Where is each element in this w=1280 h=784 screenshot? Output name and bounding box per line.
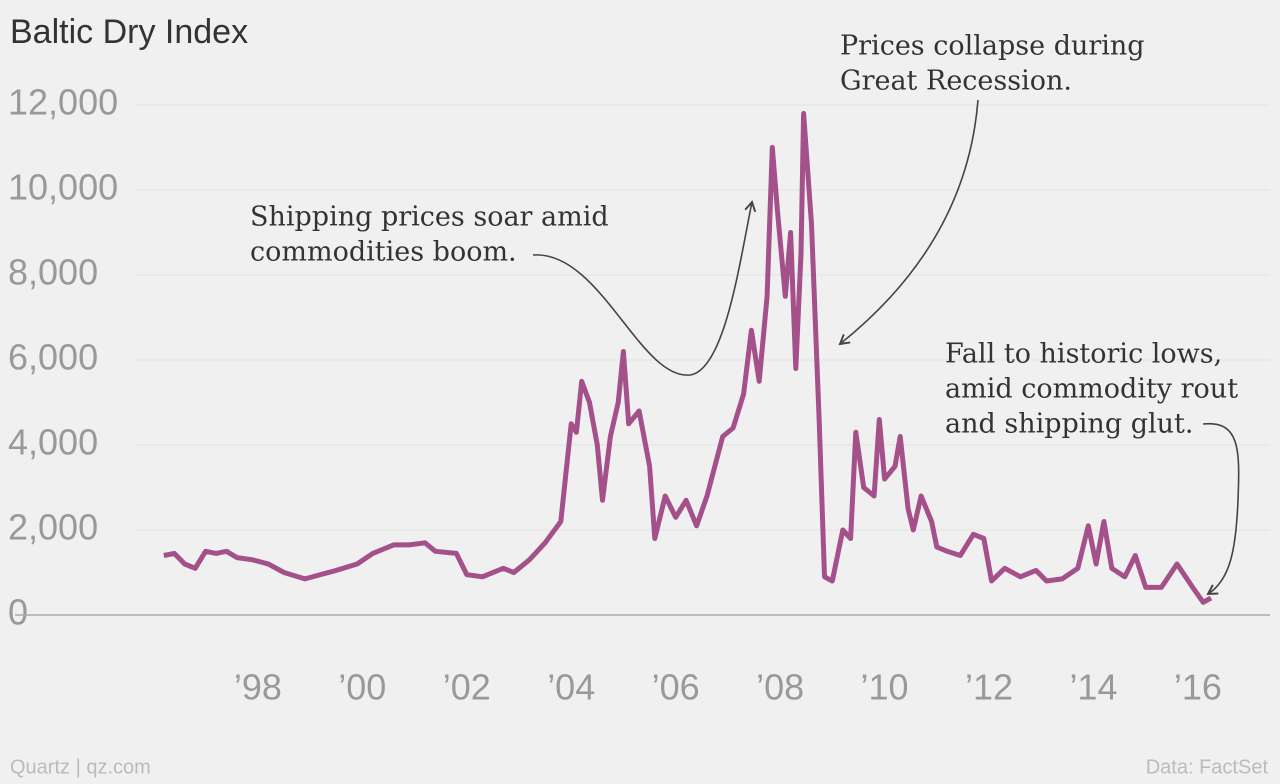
chart-title: Baltic Dry Index <box>10 13 248 51</box>
annotation: Shipping prices soar amid <box>250 202 609 233</box>
annotation-arrow <box>1202 422 1240 596</box>
y-tick-label: 6,000 <box>8 337 98 378</box>
x-tick-label: ’00 <box>338 667 386 708</box>
x-tick-label: ’16 <box>1174 667 1222 708</box>
annotation: Great Recession. <box>840 66 1072 97</box>
x-tick-label: ’08 <box>756 667 804 708</box>
annotation: and shipping glut. <box>945 409 1193 440</box>
annotation-arrow <box>532 200 757 376</box>
x-tick-label: ’06 <box>652 667 700 708</box>
x-tick-label: ’14 <box>1069 667 1117 708</box>
annotation: amid commodity rout <box>945 374 1238 405</box>
x-tick-label: ’98 <box>234 667 282 708</box>
annotation: commodities boom. <box>250 237 517 268</box>
x-tick-label: ’12 <box>965 667 1013 708</box>
y-tick-label: 0 <box>8 592 28 633</box>
source-left: Quartz | qz.com <box>10 756 151 778</box>
annotation-arrow <box>838 99 979 346</box>
x-tick-label: ’04 <box>547 667 595 708</box>
y-tick-label: 8,000 <box>8 252 98 293</box>
source-right: Data: FactSet <box>1146 756 1269 778</box>
annotation: Fall to historic lows, <box>945 339 1222 370</box>
y-tick-label: 2,000 <box>8 507 98 548</box>
y-tick-label: 4,000 <box>8 422 98 463</box>
annotation: Prices collapse during <box>840 31 1145 62</box>
y-tick-label: 12,000 <box>8 82 118 123</box>
x-tick-label: ’10 <box>861 667 909 708</box>
y-tick-label: 10,000 <box>8 167 118 208</box>
x-tick-label: ’02 <box>443 667 491 708</box>
data-line <box>163 111 1213 605</box>
